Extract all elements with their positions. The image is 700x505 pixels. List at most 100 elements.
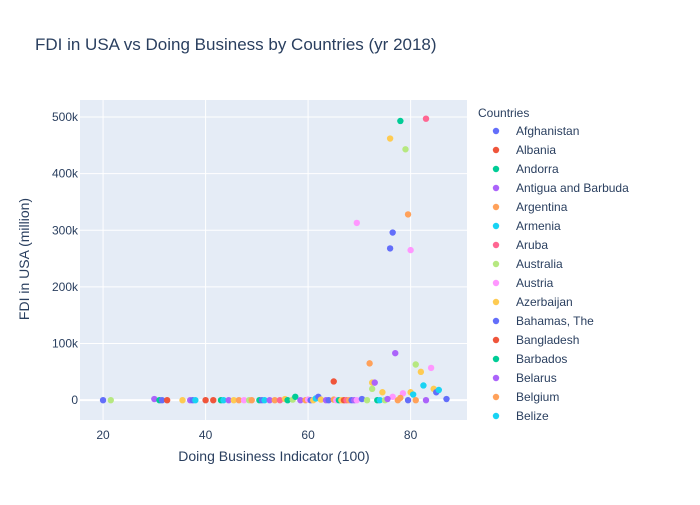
data-point: [330, 378, 337, 385]
legend-marker: [492, 317, 500, 325]
data-point: [402, 146, 409, 153]
legend-label: Belize: [516, 409, 549, 423]
data-point: [422, 115, 430, 122]
x-tick-label: 20: [96, 428, 110, 442]
data-point: [412, 361, 419, 368]
y-tick-label: 0: [71, 393, 78, 407]
legend-label: Aruba: [516, 238, 548, 252]
data-point: [192, 396, 199, 404]
data-point: [443, 395, 450, 403]
data-point: [404, 396, 412, 404]
legend-label: Argentina: [516, 200, 568, 214]
x-tick-label: 40: [199, 428, 213, 442]
data-point: [292, 393, 299, 400]
legend-label: Antigua and Barbuda: [516, 181, 629, 195]
legend-marker: [492, 165, 500, 173]
legend-marker: [492, 260, 500, 268]
data-point: [368, 385, 376, 393]
legend-label: Barbados: [516, 352, 567, 366]
legend-marker: [492, 184, 500, 192]
legend-marker: [492, 336, 500, 344]
legend-title: Countries: [478, 106, 529, 120]
data-point: [353, 219, 360, 227]
legend: Afghanistan Albania Andorra Antigua and Bar…: [492, 124, 629, 423]
data-point: [266, 396, 273, 404]
data-point: [384, 395, 391, 403]
data-point: [407, 246, 414, 254]
data-point: [397, 117, 404, 125]
data-point: [412, 396, 419, 404]
chart-title: FDI in USA vs Doing Business by Countrie…: [35, 35, 437, 54]
data-point: [422, 396, 430, 404]
data-point: [276, 396, 284, 404]
data-point: [151, 395, 158, 403]
data-point: [297, 396, 304, 404]
y-tick-label: 300k: [52, 223, 79, 237]
data-point: [317, 396, 325, 403]
data-point: [210, 396, 217, 404]
x-tick-label: 60: [301, 428, 315, 442]
x-tick-label: 80: [404, 428, 418, 442]
legend-marker: [492, 374, 500, 382]
data-point: [202, 396, 209, 404]
data-point: [363, 396, 371, 404]
plot-background: [80, 100, 467, 420]
y-axis-title: FDI in USA (million): [16, 198, 32, 320]
data-point: [371, 379, 378, 386]
data-point: [386, 135, 394, 142]
legend-marker: [492, 222, 500, 230]
data-point: [376, 396, 384, 404]
legend-marker: [492, 298, 500, 306]
data-point: [230, 396, 237, 404]
data-point: [107, 396, 114, 404]
data-point: [240, 396, 248, 404]
data-point: [358, 395, 366, 403]
legend-label: Azerbaijan: [516, 295, 573, 309]
data-point: [427, 364, 435, 372]
data-point: [366, 360, 373, 367]
data-point: [379, 389, 386, 396]
legend-marker: [492, 412, 500, 420]
legend-label: Armenia: [516, 219, 561, 233]
data-point: [392, 349, 399, 357]
y-tick-label: 400k: [52, 167, 79, 181]
data-point: [325, 396, 332, 404]
legend-marker: [492, 355, 500, 363]
data-point: [235, 396, 243, 404]
legend-label: Australia: [516, 257, 563, 271]
data-point: [417, 368, 425, 376]
data-point: [271, 396, 278, 404]
legend-marker: [492, 279, 500, 287]
plot-area: 20 40 60 80 0 100k 200k 300k 400k 500k: [52, 100, 467, 442]
data-point: [179, 396, 186, 404]
y-tick-label: 500k: [52, 110, 79, 124]
legend-label: Afghanistan: [516, 124, 579, 138]
data-point: [389, 229, 396, 236]
data-point: [220, 396, 227, 404]
data-point: [389, 393, 396, 400]
legend-marker: [492, 393, 500, 401]
data-point: [404, 211, 412, 218]
legend-label: Belgium: [516, 390, 559, 404]
data-point: [99, 396, 107, 404]
data-point: [284, 396, 291, 404]
legend-label: Albania: [516, 143, 556, 157]
data-point: [163, 396, 171, 404]
legend-marker: [492, 203, 500, 211]
y-tick-label: 200k: [52, 280, 79, 294]
data-point: [435, 386, 443, 394]
legend-marker: [492, 127, 500, 135]
legend-label: Andorra: [516, 162, 559, 176]
data-point: [248, 396, 255, 404]
data-point: [261, 396, 268, 404]
legend-label: Bahamas, The: [516, 314, 594, 328]
data-point: [158, 396, 166, 404]
data-point: [409, 391, 417, 398]
data-point: [420, 382, 427, 389]
x-axis-title: Doing Business Indicator (100): [178, 448, 369, 464]
data-point: [353, 396, 360, 404]
legend-marker: [492, 146, 500, 154]
legend-label: Austria: [516, 276, 554, 290]
